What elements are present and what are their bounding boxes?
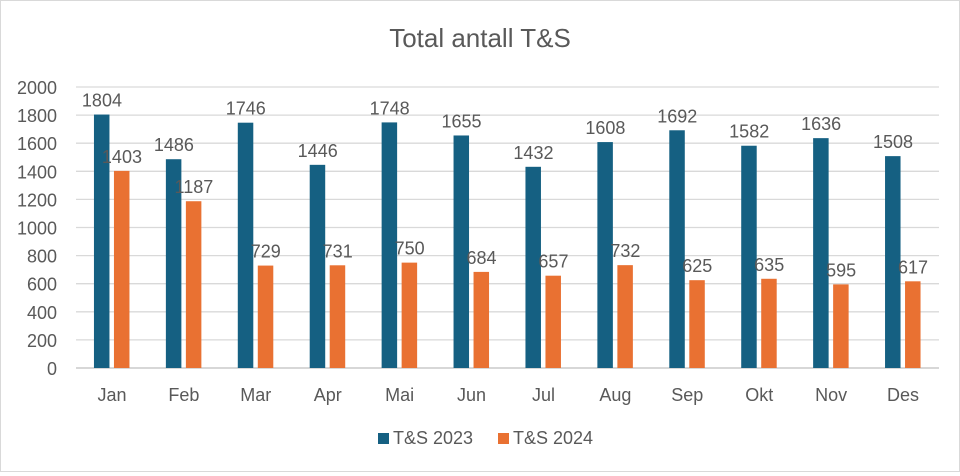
bar-t-s-2024: [473, 271, 490, 368]
bar-t-s-2023: [597, 142, 613, 368]
data-label: 1403: [102, 147, 142, 167]
bar-t-s-2024: [905, 281, 921, 368]
bar-t-s-2024: [257, 265, 274, 368]
y-tick-label: 0: [47, 359, 57, 379]
bar-t-s-2023: [237, 122, 254, 368]
data-label: 1187: [175, 177, 214, 197]
data-label: 1655: [442, 111, 482, 131]
data-label: 1804: [82, 91, 122, 111]
x-tick-label: Mar: [240, 385, 271, 405]
y-tick-label: 1000: [17, 219, 57, 239]
y-tick-label: 600: [27, 275, 57, 295]
x-tick-label: Feb: [168, 385, 199, 405]
data-label: 1608: [585, 118, 625, 138]
chart-title: Total antall T&S: [389, 23, 571, 53]
data-label: 1636: [801, 114, 841, 134]
data-label: 684: [467, 248, 497, 268]
bar-t-s-2024: [113, 170, 130, 368]
data-label: 657: [538, 252, 568, 272]
data-label: 732: [610, 241, 640, 261]
data-label: 1748: [370, 98, 410, 118]
data-label: 1582: [729, 122, 769, 142]
bar-t-s-2023: [813, 138, 829, 368]
y-tick-label: 1600: [17, 134, 57, 154]
bar-t-s-2024: [329, 265, 346, 368]
data-label: 595: [826, 260, 856, 280]
y-tick-label: 800: [27, 247, 57, 267]
bar-t-s-2023: [669, 130, 685, 368]
bar-t-s-2023: [885, 156, 901, 368]
y-tick-label: 1800: [17, 106, 57, 126]
bar-t-s-2024: [833, 284, 849, 368]
y-tick-label: 200: [27, 331, 57, 351]
bar-t-s-2024: [401, 262, 418, 368]
data-label: 1508: [873, 132, 913, 152]
x-tick-label: Okt: [745, 385, 773, 405]
bar-t-s-2023: [381, 122, 398, 368]
bar-t-s-2024: [689, 280, 705, 368]
data-label: 1446: [298, 141, 338, 161]
bar-t-s-2024: [545, 275, 561, 368]
x-tick-label: Mai: [385, 385, 414, 405]
bar-t-s-2023: [741, 145, 757, 368]
legend-swatch: [378, 433, 389, 444]
x-tick-label: Jun: [457, 385, 486, 405]
y-tick-label: 2000: [17, 78, 57, 98]
y-tick-label: 1200: [17, 190, 57, 210]
legend-label: T&S 2023: [393, 428, 473, 448]
bar-t-s-2024: [617, 265, 633, 368]
data-label: 617: [898, 257, 928, 277]
x-tick-label: Sep: [671, 385, 703, 405]
x-tick-label: Apr: [314, 385, 342, 405]
bar-t-s-2023: [93, 114, 110, 369]
legend-swatch: [498, 433, 509, 444]
x-tick-label: Nov: [815, 385, 847, 405]
data-label: 1746: [226, 99, 266, 119]
x-tick-label: Jul: [532, 385, 555, 405]
data-label: 731: [323, 241, 353, 261]
data-label: 750: [395, 239, 425, 259]
legend-label: T&S 2024: [513, 428, 593, 448]
x-tick-label: Des: [887, 385, 919, 405]
bar-t-s-2023: [165, 159, 182, 368]
data-label: 635: [754, 255, 784, 275]
data-label: 1432: [513, 143, 553, 163]
data-label: 625: [682, 256, 712, 276]
bar-t-s-2024: [761, 278, 777, 368]
data-label: 1486: [154, 135, 194, 155]
y-tick-label: 400: [27, 303, 57, 323]
bar-t-s-2023: [309, 164, 326, 368]
bar-t-s-2024: [185, 201, 202, 368]
x-tick-label: Jan: [97, 385, 126, 405]
y-tick-label: 1400: [17, 162, 57, 182]
x-tick-label: Aug: [599, 385, 631, 405]
bar-t-s-2023: [525, 166, 541, 368]
bar-t-s-2023: [453, 135, 470, 368]
data-label: 1692: [657, 106, 697, 126]
data-label: 729: [251, 242, 281, 262]
